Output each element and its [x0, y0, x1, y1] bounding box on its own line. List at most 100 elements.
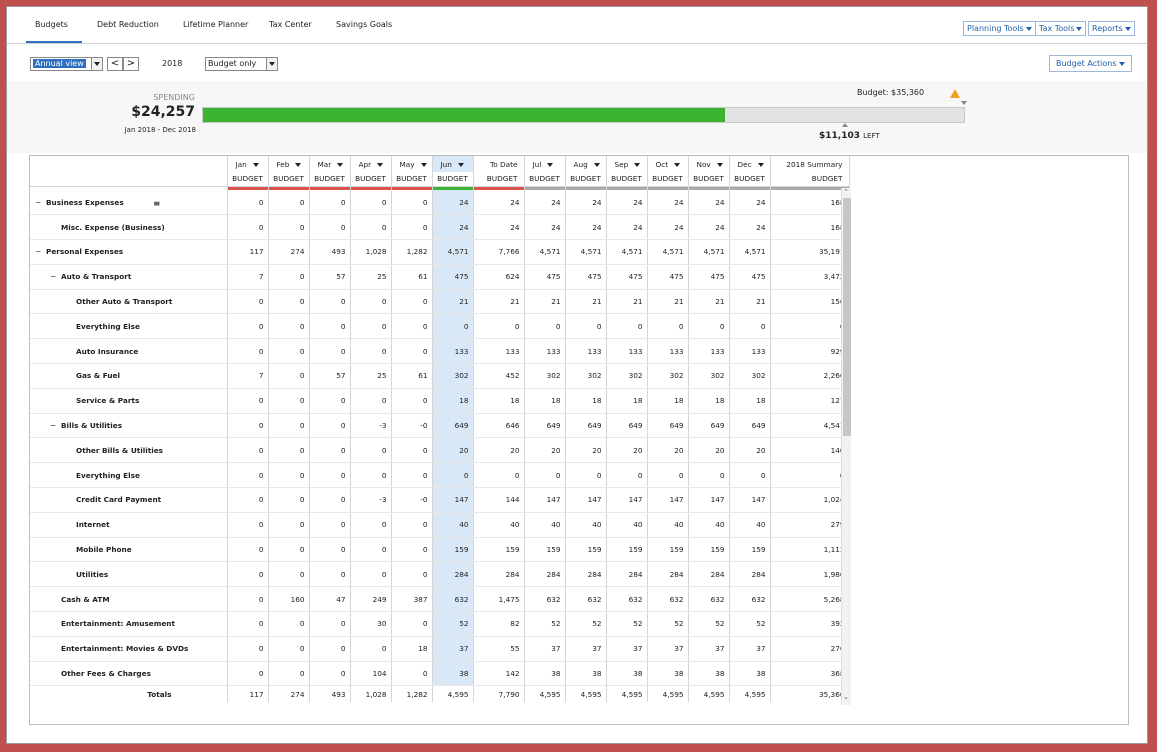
budget-cell[interactable]: 0 [268, 537, 310, 563]
budget-cell[interactable]: 38 [432, 661, 474, 687]
budget-cell[interactable]: 52 [565, 611, 607, 637]
budget-cell[interactable]: 0 [688, 313, 730, 340]
budget-cell[interactable]: 147 [524, 487, 566, 513]
budget-cell[interactable]: 0 [391, 437, 433, 464]
budget-cell[interactable]: 1,113 [770, 537, 850, 563]
budget-cell[interactable]: 159 [432, 537, 474, 563]
budget-cell[interactable]: 147 [606, 487, 648, 513]
budget-cell[interactable]: 0 [350, 388, 392, 414]
budget-cell[interactable]: 55 [473, 636, 525, 662]
budget-cell[interactable]: 0 [309, 190, 351, 216]
budget-cell[interactable]: 0 [268, 313, 310, 340]
budget-cell[interactable]: 632 [729, 586, 771, 613]
budget-cell[interactable]: 632 [688, 586, 730, 613]
budget-cell[interactable]: 52 [688, 611, 730, 637]
budget-cell[interactable]: 0 [268, 388, 310, 414]
budget-cell[interactable]: 302 [729, 363, 771, 389]
budget-cell[interactable]: 52 [432, 611, 474, 637]
budget-cell[interactable]: 0 [227, 413, 269, 439]
budget-cell[interactable]: 0 [350, 214, 392, 241]
budget-cell[interactable]: 159 [606, 537, 648, 563]
budget-cell[interactable]: 0 [391, 537, 433, 563]
budget-cell[interactable]: 1,028 [350, 239, 392, 265]
budget-cell[interactable]: 20 [432, 437, 474, 464]
table-row[interactable]: Misc. Expense (Business) 0 0 0 0 0 24 24 24 24 24 2… [30, 214, 850, 241]
budget-cell[interactable]: 302 [606, 363, 648, 389]
budget-cell[interactable]: 649 [729, 413, 771, 439]
reports-button[interactable]: Reports [1088, 21, 1135, 36]
budget-cell[interactable]: 0 [268, 636, 310, 662]
budget-cell[interactable]: 0 [729, 462, 771, 489]
budget-cell[interactable]: 140 [770, 437, 850, 464]
budget-cell[interactable]: 24 [729, 214, 771, 241]
budget-cell[interactable]: 18 [688, 388, 730, 414]
budget-cell[interactable]: 475 [647, 264, 689, 290]
collapse-icon[interactable]: − [50, 421, 57, 431]
budget-cell[interactable]: 0 [309, 289, 351, 315]
budget-cell[interactable]: 0 [227, 313, 269, 340]
budget-cell[interactable]: 24 [647, 214, 689, 241]
budget-cell[interactable]: 82 [473, 611, 525, 637]
vertical-scrollbar[interactable]: ⌃ ⌄ [841, 188, 851, 705]
budget-cell[interactable]: 40 [729, 512, 771, 538]
budget-cell[interactable]: 24 [688, 214, 730, 241]
budget-cell[interactable]: 0 [227, 611, 269, 637]
budget-cell[interactable]: 24 [565, 190, 607, 216]
budget-cell[interactable]: 0 [391, 313, 433, 340]
budget-cell[interactable]: 160 [268, 586, 310, 613]
column-header-dec[interactable]: Dec [729, 156, 771, 172]
budget-cell[interactable]: 0 [309, 413, 351, 439]
table-row[interactable]: − Personal Expenses 117 274 493 1,028 1,282 4,5… [30, 239, 850, 265]
budget-cell[interactable]: 0 [350, 636, 392, 662]
budget-cell[interactable]: 0 [350, 437, 392, 464]
budget-cell[interactable]: 475 [688, 264, 730, 290]
budget-cell[interactable]: 7 [227, 363, 269, 389]
budget-cell[interactable]: 159 [729, 537, 771, 563]
budget-cell[interactable]: 20 [688, 437, 730, 464]
budget-cell[interactable]: 0 [268, 413, 310, 439]
budget-cell[interactable]: 0 [524, 462, 566, 489]
filter-select[interactable]: Budget only [205, 57, 278, 71]
budget-cell[interactable]: 52 [524, 611, 566, 637]
tab-debt-reduction[interactable]: Debt Reduction [97, 20, 159, 29]
budget-cell[interactable]: 147 [729, 487, 771, 513]
budget-cell[interactable]: 52 [647, 611, 689, 637]
budget-cell[interactable]: 929 [770, 338, 850, 365]
budget-cell[interactable]: 4,571 [565, 239, 607, 265]
table-row[interactable]: Entertainment: Movies & DVDs 0 0 0 0 18 37 55 37… [30, 636, 850, 662]
budget-cell[interactable]: 20 [524, 437, 566, 464]
budget-cell[interactable]: 274 [268, 239, 310, 265]
budget-cell[interactable]: 0 [432, 313, 474, 340]
budget-cell[interactable]: 284 [432, 561, 474, 588]
budget-cell[interactable]: 24 [524, 190, 566, 216]
table-row[interactable]: Mobile Phone 0 0 0 0 0 159 159 159 159 159 159 159 15… [30, 537, 850, 563]
budget-cell[interactable]: 159 [524, 537, 566, 563]
budget-cell[interactable]: 159 [688, 537, 730, 563]
budget-cell[interactable]: 0 [227, 214, 269, 241]
table-row[interactable]: − Auto & Transport 7 0 57 25 61 475 624 475 475 475… [30, 264, 850, 290]
budget-cell[interactable]: 133 [565, 338, 607, 365]
budget-cell[interactable]: 3,472 [770, 264, 850, 290]
budget-cell[interactable]: 4,571 [688, 239, 730, 265]
budget-cell[interactable]: 0 [729, 313, 771, 340]
budget-cell[interactable]: 387 [391, 586, 433, 613]
budget-cell[interactable]: 24 [688, 190, 730, 216]
budget-cell[interactable]: 159 [473, 537, 525, 563]
budget-cell[interactable]: 7 [227, 264, 269, 290]
budget-cell[interactable]: 20 [729, 437, 771, 464]
budget-cell[interactable]: 0 [350, 338, 392, 365]
budget-cell[interactable]: 302 [647, 363, 689, 389]
budget-cell[interactable]: 20 [565, 437, 607, 464]
budget-cell[interactable]: 632 [565, 586, 607, 613]
budget-cell[interactable]: 47 [309, 586, 351, 613]
budget-cell[interactable]: 0 [268, 289, 310, 315]
budget-cell[interactable]: 40 [647, 512, 689, 538]
budget-cell[interactable]: 0 [350, 512, 392, 538]
column-header-feb[interactable]: Feb [268, 156, 310, 172]
column-header-to-date[interactable]: To Date [473, 156, 525, 172]
budget-cell[interactable]: 0 [565, 462, 607, 489]
budget-cell[interactable]: 0 [227, 437, 269, 464]
budget-cell[interactable]: 133 [688, 338, 730, 365]
budget-cell[interactable]: 0 [350, 537, 392, 563]
budget-cell[interactable]: 24 [432, 190, 474, 216]
